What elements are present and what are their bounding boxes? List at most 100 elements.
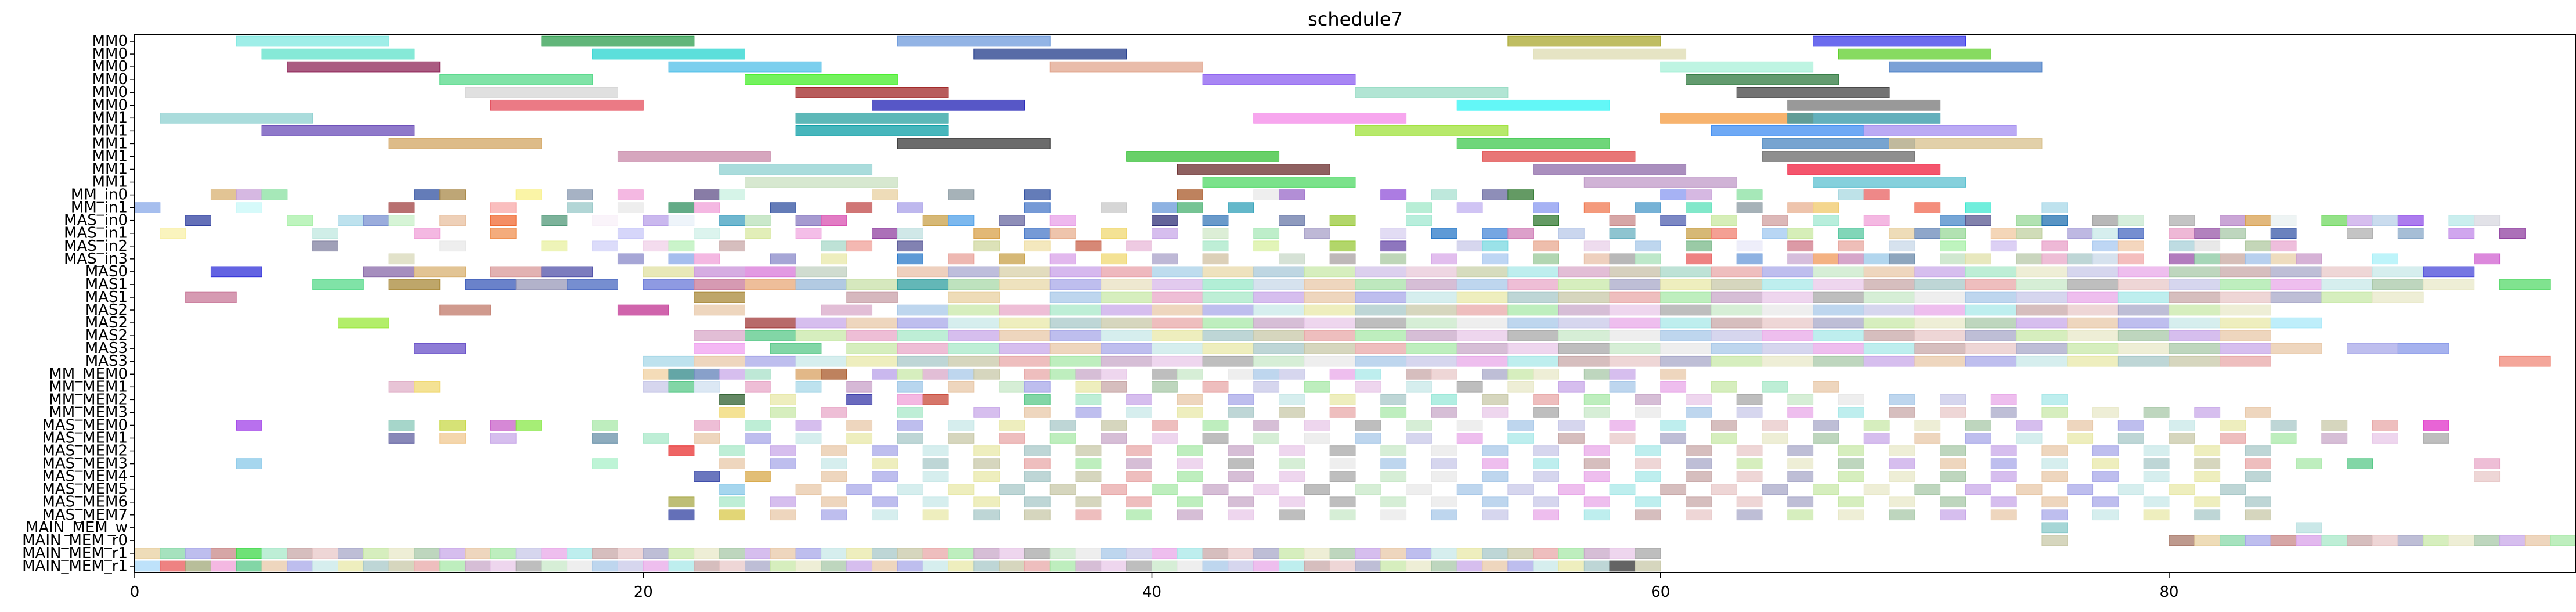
schedule-bar — [1355, 125, 1509, 136]
schedule-bar — [2041, 240, 2068, 252]
schedule-bar — [846, 433, 873, 444]
schedule-bar — [1583, 548, 1610, 559]
schedule-bar — [1406, 420, 1432, 431]
schedule-bar — [2220, 420, 2246, 431]
schedule-bar — [973, 496, 1000, 508]
schedule-bar — [643, 279, 695, 290]
schedule-bar — [1075, 471, 1102, 482]
schedule-bar — [1558, 484, 1585, 495]
schedule-bar — [821, 548, 847, 559]
schedule-bar — [1024, 368, 1051, 380]
schedule-bar — [2067, 484, 2094, 495]
schedule-bar — [1253, 560, 1280, 572]
schedule-bar — [1635, 407, 1661, 418]
schedule-bar — [694, 548, 720, 559]
schedule-bar — [1533, 164, 1687, 175]
schedule-bar — [2092, 458, 2119, 469]
schedule-bar — [1863, 433, 1890, 444]
schedule-bar — [2092, 509, 2119, 521]
schedule-bar — [2117, 433, 2144, 444]
schedule-bar — [439, 420, 466, 431]
schedule-bar — [1583, 471, 1610, 482]
schedule-bar — [1686, 471, 1712, 482]
schedule-bar — [2143, 458, 2170, 469]
schedule-bar — [1406, 560, 1432, 572]
schedule-bar — [1024, 560, 1051, 572]
schedule-bar — [2423, 279, 2475, 290]
schedule-bar — [1177, 368, 1203, 380]
schedule-bar — [1049, 266, 1102, 278]
schedule-bar — [2143, 496, 2170, 508]
schedule-bar — [973, 407, 1000, 418]
schedule-bar — [1126, 471, 1152, 482]
schedule-bar — [1711, 343, 1763, 354]
schedule-bar — [1558, 279, 1610, 290]
schedule-bar — [1024, 509, 1051, 521]
schedule-bar — [2220, 215, 2246, 226]
schedule-bar — [1304, 355, 1356, 367]
schedule-bar — [592, 420, 618, 431]
schedule-bar — [1762, 330, 1814, 341]
schedule-bar — [745, 177, 898, 188]
schedule-bar — [948, 266, 1000, 278]
schedule-bar — [795, 381, 822, 393]
schedule-bar — [1889, 445, 1915, 456]
schedule-bar — [2474, 535, 2501, 546]
schedule-bar — [2397, 215, 2424, 226]
schedule-bar — [592, 560, 618, 572]
schedule-bar — [1482, 407, 1509, 418]
schedule-bar — [1990, 394, 2017, 405]
schedule-bar — [948, 381, 975, 393]
schedule-bar — [2117, 266, 2170, 278]
schedule-bar — [1914, 420, 1941, 431]
schedule-bar — [999, 343, 1051, 354]
schedule-bar — [1863, 291, 1915, 303]
schedule-bar — [897, 355, 949, 367]
schedule-bar — [1482, 189, 1509, 200]
schedule-bar — [2245, 535, 2271, 546]
schedule-bar — [185, 560, 211, 572]
schedule-bar — [1507, 35, 1661, 47]
schedule-bar — [1355, 560, 1381, 572]
schedule-bar — [948, 253, 975, 265]
schedule-bar — [948, 291, 1000, 303]
schedule-bar — [1863, 355, 1915, 367]
schedule-bar — [1914, 291, 1966, 303]
schedule-bar — [1101, 381, 1127, 393]
schedule-bar — [2270, 291, 2322, 303]
schedule-bar — [1965, 484, 1991, 495]
schedule-bar — [846, 355, 898, 367]
schedule-bar — [1609, 484, 1636, 495]
schedule-bar — [2245, 253, 2271, 265]
y-tick-label: MAS_MEM0 — [42, 416, 128, 434]
schedule-bar — [973, 509, 1000, 521]
schedule-bar — [2169, 240, 2195, 252]
schedule-bar — [1711, 433, 1737, 444]
schedule-bar — [1965, 420, 1991, 431]
schedule-bar — [261, 189, 288, 200]
schedule-bar — [1049, 560, 1076, 572]
schedule-bar — [1660, 61, 1814, 73]
schedule-bar — [1049, 368, 1076, 380]
schedule-bar — [1635, 496, 1661, 508]
schedule-bar — [2117, 355, 2170, 367]
schedule-bar — [2067, 266, 2119, 278]
schedule-bar — [973, 458, 1000, 469]
schedule-bar — [2016, 291, 2068, 303]
schedule-bar — [2372, 535, 2398, 546]
schedule-bar — [2041, 445, 2068, 456]
schedule-bar — [2321, 291, 2373, 303]
schedule-bar — [948, 317, 1000, 329]
bars-layer — [134, 35, 2576, 572]
schedule-bar — [439, 304, 491, 316]
schedule-bar — [1660, 279, 1712, 290]
schedule-bar — [1482, 445, 1509, 456]
schedule-bar — [2448, 228, 2475, 239]
schedule-bar — [1863, 343, 1915, 354]
schedule-bar — [643, 433, 669, 444]
schedule-bar — [1177, 394, 1203, 405]
schedule-bar — [1202, 304, 1254, 316]
schedule-bar — [1686, 74, 1839, 85]
schedule-bar — [287, 560, 313, 572]
schedule-bar — [2194, 228, 2221, 239]
